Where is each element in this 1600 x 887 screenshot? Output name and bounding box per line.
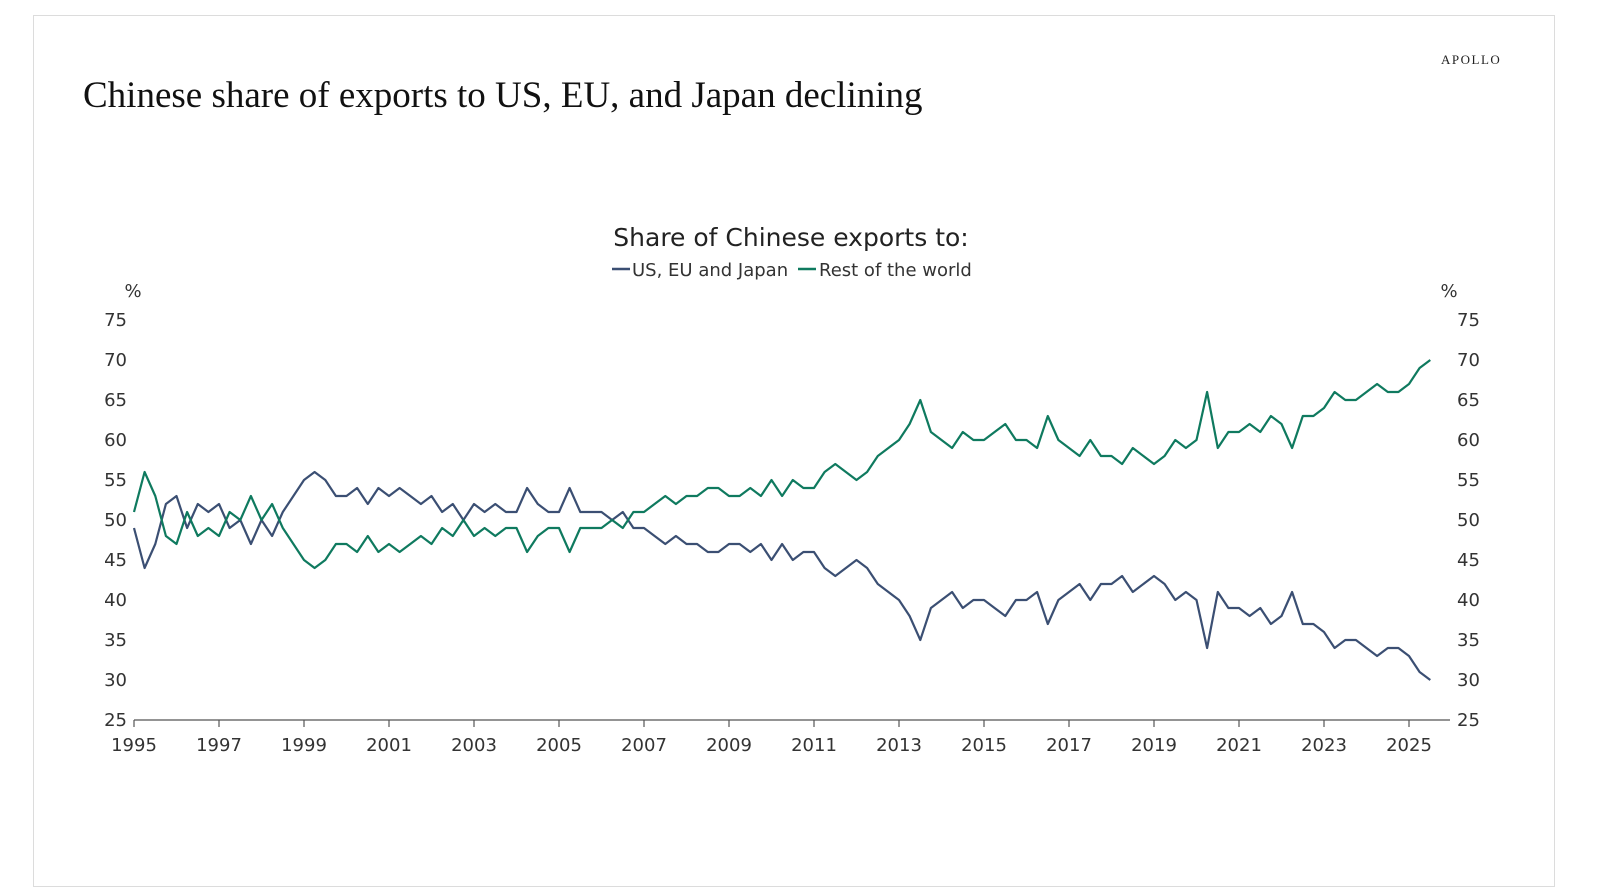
brand-logo: APOLLO bbox=[1441, 52, 1502, 67]
x-tick-label: 2017 bbox=[1046, 735, 1092, 756]
legend-label-us-eu-japan: US, EU and Japan bbox=[632, 260, 788, 281]
y-tick-label-right: 25 bbox=[1457, 710, 1480, 731]
x-tick-label: 2021 bbox=[1216, 735, 1262, 756]
x-tick-label: 2025 bbox=[1386, 735, 1432, 756]
series-line-rest-of-world bbox=[132, 359, 1431, 570]
x-tick-label: 1995 bbox=[111, 735, 157, 756]
y-tick-label-right: 50 bbox=[1457, 510, 1480, 531]
y-tick-label-left: 50 bbox=[104, 510, 127, 531]
y-tick-label-right: 40 bbox=[1457, 590, 1480, 611]
y-tick-label-right: 65 bbox=[1457, 390, 1480, 411]
chart: Share of Chinese exports to: US, EU and … bbox=[104, 223, 1480, 756]
y-tick-label-left: 40 bbox=[104, 590, 127, 611]
x-tick-label: 2007 bbox=[621, 735, 667, 756]
chart-title: Share of Chinese exports to: bbox=[613, 223, 968, 252]
chart-card bbox=[33, 15, 1555, 887]
x-tick-label: 2009 bbox=[706, 735, 752, 756]
y-tick-label-right: 45 bbox=[1457, 550, 1480, 571]
x-tick-label: 1999 bbox=[281, 735, 327, 756]
y-tick-label-left: 70 bbox=[104, 350, 127, 371]
y-tick-label-right: 35 bbox=[1457, 630, 1480, 651]
legend: US, EU and Japan Rest of the world bbox=[612, 260, 972, 281]
y-tick-label-left: 60 bbox=[104, 430, 127, 451]
y-tick-label-right: 30 bbox=[1457, 670, 1480, 691]
x-tick-label: 2019 bbox=[1131, 735, 1177, 756]
x-tick-label: 1997 bbox=[196, 735, 242, 756]
y-axis-unit-left: % bbox=[124, 281, 141, 302]
y-tick-label-right: 70 bbox=[1457, 350, 1480, 371]
y-tick-label-right: 75 bbox=[1457, 310, 1480, 331]
x-tick-label: 2013 bbox=[876, 735, 922, 756]
y-tick-label-right: 55 bbox=[1457, 470, 1480, 491]
x-tick-label: 2003 bbox=[451, 735, 497, 756]
x-tick-label: 2011 bbox=[791, 735, 837, 756]
y-tick-label-left: 45 bbox=[104, 550, 127, 571]
y-tick-label-left: 25 bbox=[104, 710, 127, 731]
y-tick-label-left: 65 bbox=[104, 390, 127, 411]
x-tick-label: 2015 bbox=[961, 735, 1007, 756]
y-tick-label-left: 55 bbox=[104, 470, 127, 491]
x-tick-label: 2005 bbox=[536, 735, 582, 756]
y-tick-label-left: 35 bbox=[104, 630, 127, 651]
legend-label-rest-of-world: Rest of the world bbox=[819, 260, 972, 281]
y-tick-label-left: 75 bbox=[104, 310, 127, 331]
y-tick-label-right: 60 bbox=[1457, 430, 1480, 451]
x-tick-label: 2023 bbox=[1301, 735, 1347, 756]
page-title: Chinese share of exports to US, EU, and … bbox=[83, 75, 923, 116]
y-axis-unit-right: % bbox=[1440, 281, 1457, 302]
series-line-us-eu-japan bbox=[132, 470, 1431, 681]
x-tick-label: 2001 bbox=[366, 735, 412, 756]
y-tick-label-left: 30 bbox=[104, 670, 127, 691]
